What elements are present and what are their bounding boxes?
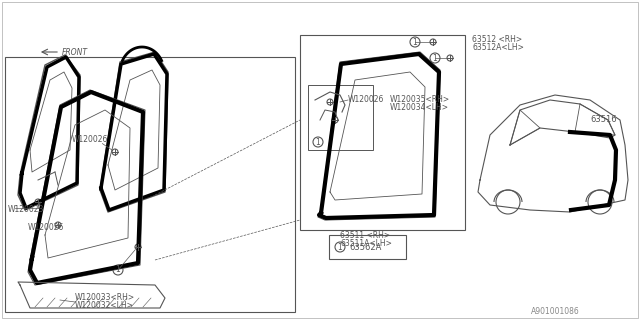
Text: W120026: W120026 bbox=[348, 95, 385, 104]
Text: W120026: W120026 bbox=[72, 135, 108, 144]
Text: 1: 1 bbox=[413, 37, 417, 46]
FancyBboxPatch shape bbox=[329, 235, 406, 259]
Bar bbox=[308, 85, 373, 150]
Text: FRONT: FRONT bbox=[62, 47, 88, 57]
Text: W120023: W120023 bbox=[8, 205, 44, 214]
Text: W120026: W120026 bbox=[28, 223, 65, 232]
Text: 1: 1 bbox=[116, 266, 120, 275]
Text: 1: 1 bbox=[316, 138, 321, 147]
Text: W120033<RH>: W120033<RH> bbox=[75, 293, 135, 302]
Bar bbox=[300, 35, 465, 230]
Text: 63562A: 63562A bbox=[349, 243, 381, 252]
Text: W120034<LH>: W120034<LH> bbox=[390, 103, 449, 112]
Text: W120032<LH>: W120032<LH> bbox=[75, 301, 134, 310]
Text: 63512 <RH>: 63512 <RH> bbox=[472, 35, 522, 44]
Text: 63511 <RH>: 63511 <RH> bbox=[340, 231, 390, 240]
Text: A901001086: A901001086 bbox=[531, 307, 580, 316]
Text: 1: 1 bbox=[433, 53, 437, 62]
Text: 1: 1 bbox=[338, 243, 342, 252]
Text: 63516: 63516 bbox=[590, 115, 616, 124]
Text: 63511A<LH>: 63511A<LH> bbox=[340, 239, 392, 248]
Bar bbox=[5, 57, 295, 312]
Text: 63512A<LH>: 63512A<LH> bbox=[472, 43, 524, 52]
Text: W120035<RH>: W120035<RH> bbox=[390, 95, 450, 104]
